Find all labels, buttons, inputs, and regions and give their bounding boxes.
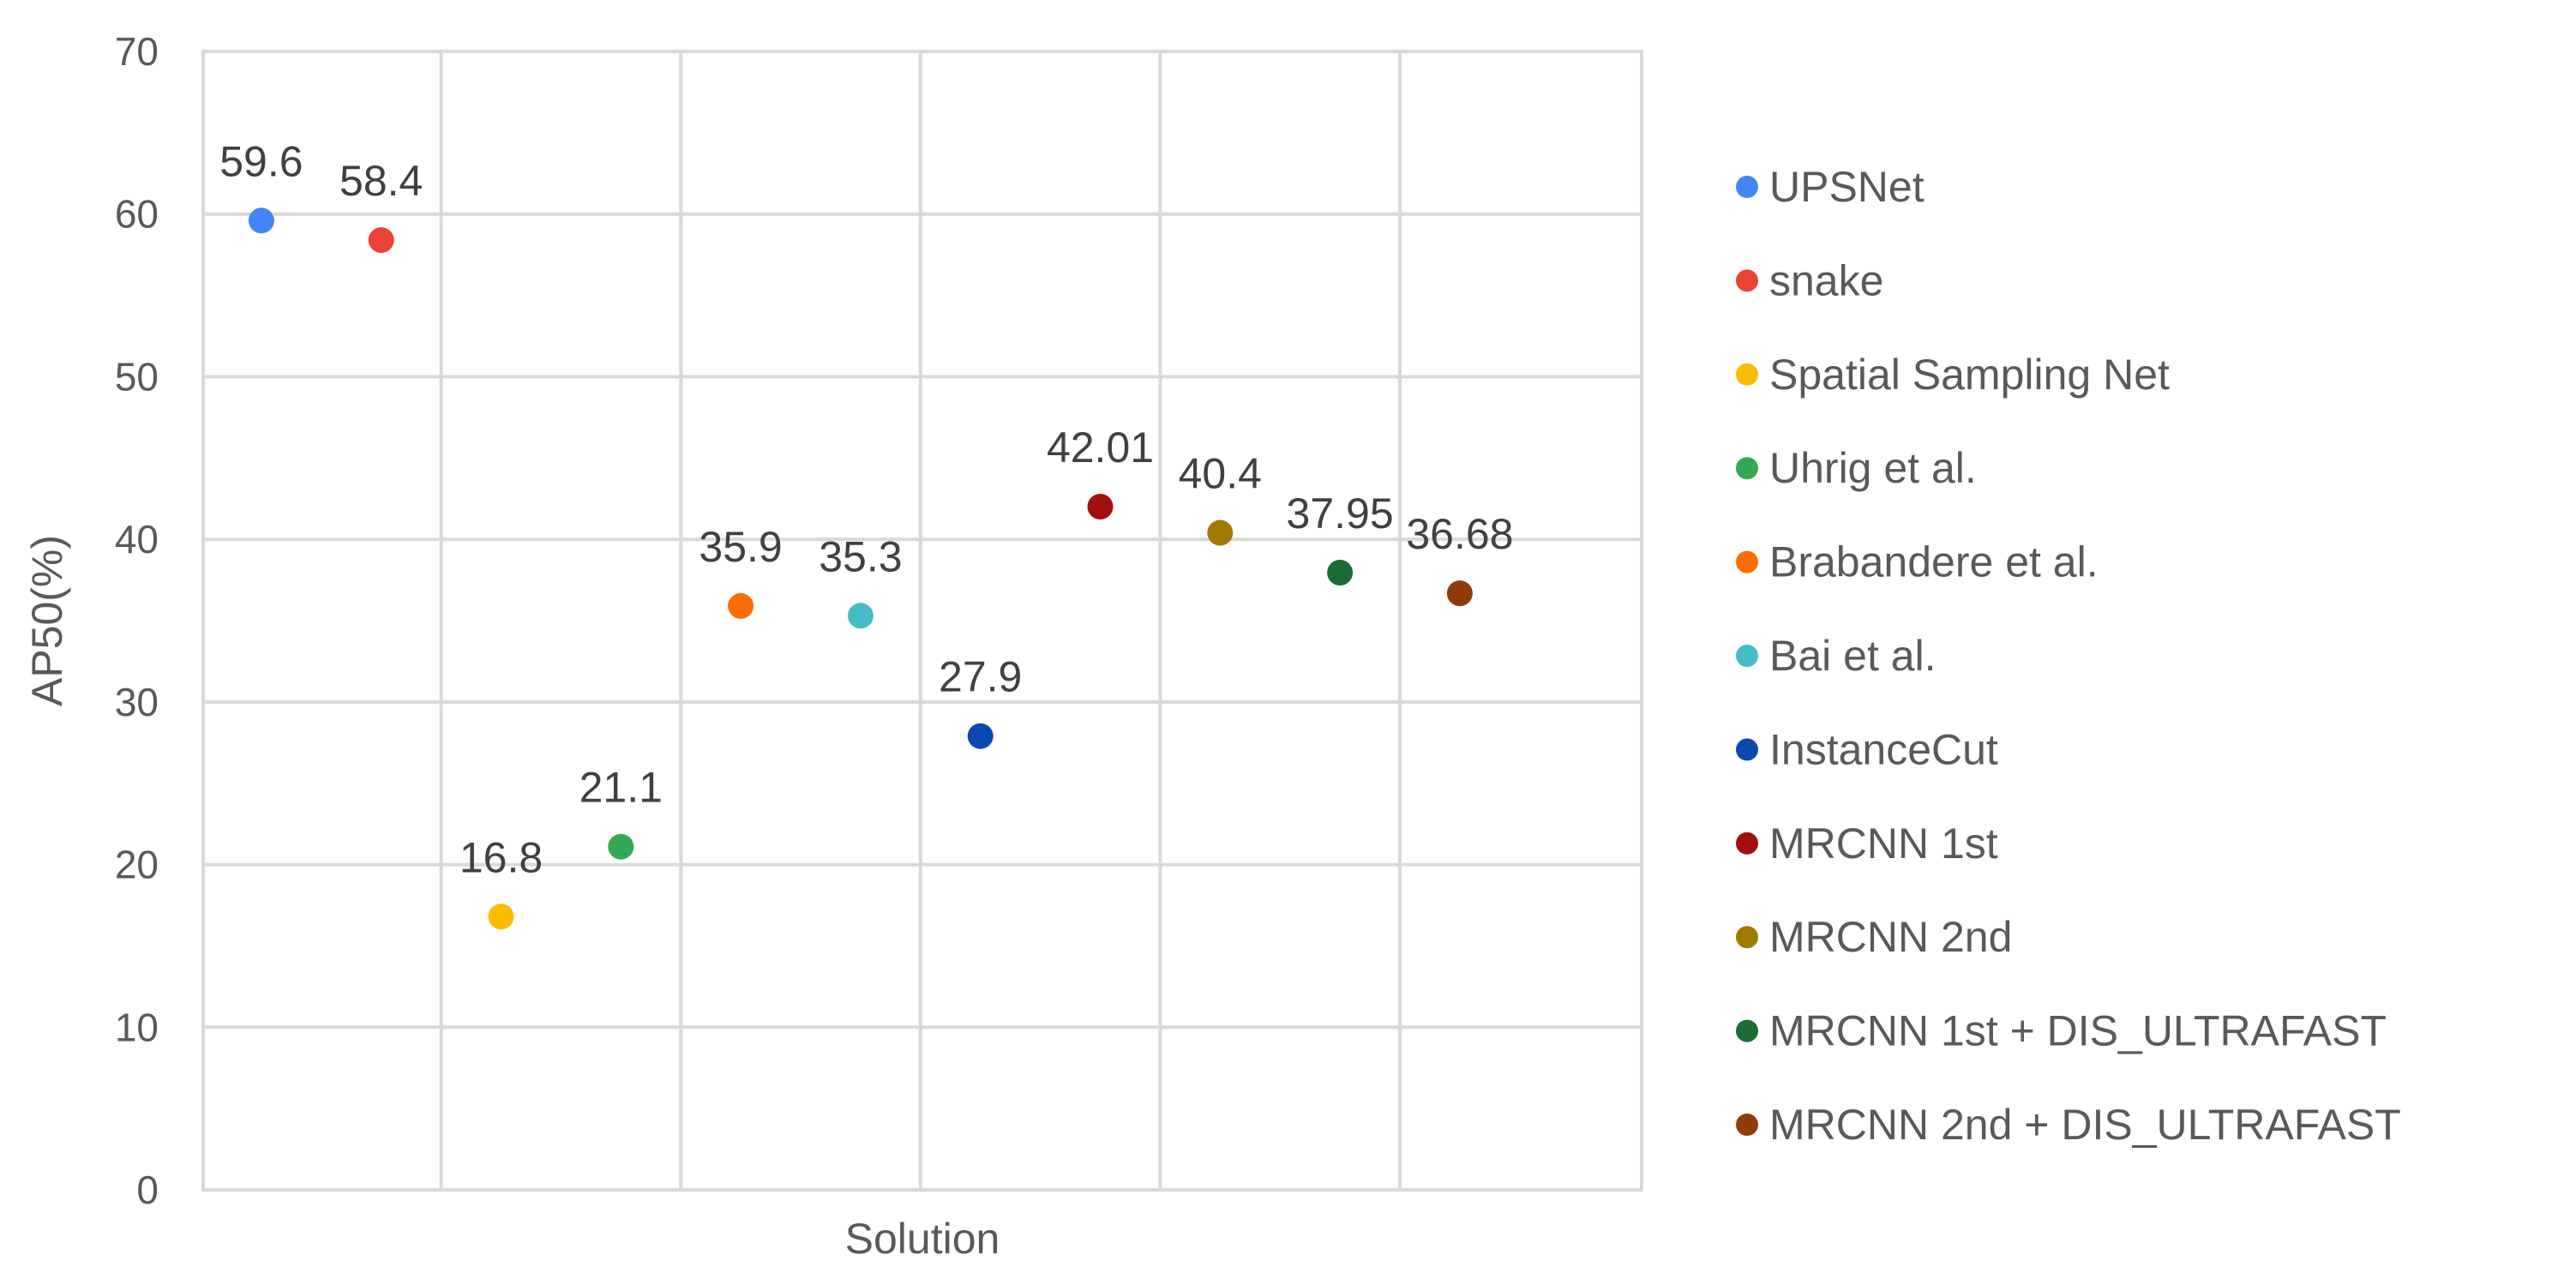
data-points	[248, 207, 1473, 930]
plot-area	[201, 50, 1643, 1192]
data-point	[1207, 519, 1234, 546]
legend-marker	[1736, 176, 1758, 198]
data-label: 37.95	[1287, 489, 1394, 537]
legend-marker	[1736, 363, 1758, 386]
legend-marker	[1736, 550, 1758, 573]
data-label: 58.4	[339, 157, 423, 205]
legend-marker	[1736, 269, 1758, 292]
legend-item: MRCNN 2nd	[1736, 913, 2012, 961]
data-point	[967, 723, 994, 749]
legend-item: snake	[1736, 256, 1883, 304]
y-axis-ticks: 0 10 20 30 40 50 60 70	[115, 29, 159, 1212]
data-point	[488, 904, 514, 930]
data-point	[728, 592, 754, 619]
data-point	[1327, 560, 1354, 586]
legend-item: Bai et al.	[1736, 632, 1937, 680]
legend-label: MRCNN 2nd + DIS_ULTRAFAST	[1769, 1101, 2401, 1149]
legend-marker	[1736, 457, 1758, 480]
y-tick-label: 50	[115, 354, 159, 399]
legend-item: Uhrig et al.	[1736, 444, 1977, 492]
legend-label: snake	[1769, 256, 1883, 304]
legend-label: Brabandere et al.	[1769, 538, 2099, 586]
y-tick-label: 70	[115, 29, 159, 74]
legend-marker	[1736, 1114, 1758, 1136]
data-label: 27.9	[939, 653, 1022, 701]
data-label: 21.1	[579, 764, 663, 812]
legend-marker	[1736, 645, 1758, 667]
legend-marker	[1736, 926, 1758, 949]
data-labels: 59.6 58.4 16.8 21.1 35.9 35.3 27.9 42.01 40.4 37.…	[219, 137, 1513, 881]
legend-item: Spatial Sampling Net	[1736, 351, 2170, 399]
x-axis-title: Solution	[845, 1215, 1000, 1263]
legend-item: Brabandere et al.	[1736, 538, 2099, 586]
data-label: 40.4	[1179, 450, 1262, 498]
legend-item: MRCNN 1st + DIS_ULTRAFAST	[1736, 1007, 2387, 1055]
gridlines	[203, 50, 1642, 1192]
legend-marker	[1736, 1019, 1758, 1042]
legend-label: MRCNN 1st	[1769, 820, 1998, 868]
data-label: 36.68	[1406, 510, 1513, 558]
legend-label: MRCNN 2nd	[1769, 913, 2012, 961]
data-point	[1446, 580, 1473, 607]
legend-label: InstanceCut	[1769, 725, 1998, 773]
legend-label: Bai et al.	[1769, 632, 1937, 680]
data-point	[248, 207, 274, 234]
y-tick-label: 10	[115, 1005, 159, 1049]
data-point	[608, 833, 634, 860]
legend-marker	[1736, 832, 1758, 855]
y-tick-label: 60	[115, 192, 159, 237]
y-axis-title: AP50(%)	[23, 535, 71, 706]
data-label: 35.3	[819, 532, 902, 580]
data-point	[1087, 494, 1114, 520]
legend-label: UPSNet	[1769, 163, 1924, 211]
data-point	[847, 603, 874, 629]
data-label: 42.01	[1047, 423, 1154, 471]
data-point	[368, 227, 394, 254]
data-label: 16.8	[459, 833, 543, 881]
legend-item: MRCNN 1st	[1736, 820, 1998, 868]
y-tick-label: 20	[115, 843, 159, 887]
legend-item: MRCNN 2nd + DIS_ULTRAFAST	[1736, 1101, 2401, 1149]
legend-item: InstanceCut	[1736, 725, 1998, 773]
legend-item: UPSNet	[1736, 163, 1924, 211]
legend-label: MRCNN 1st + DIS_ULTRAFAST	[1769, 1007, 2387, 1055]
legend-label: Spatial Sampling Net	[1769, 351, 2170, 399]
legend: UPSNet snake Spatial Sampling Net Uhrig et …	[1736, 163, 2401, 1149]
data-label: 59.6	[219, 137, 303, 185]
y-tick-label: 40	[115, 517, 159, 561]
y-tick-label: 0	[136, 1168, 159, 1212]
data-label: 35.9	[699, 523, 782, 571]
y-tick-label: 30	[115, 680, 159, 724]
legend-marker	[1736, 738, 1758, 761]
legend-label: Uhrig et al.	[1769, 444, 1977, 492]
